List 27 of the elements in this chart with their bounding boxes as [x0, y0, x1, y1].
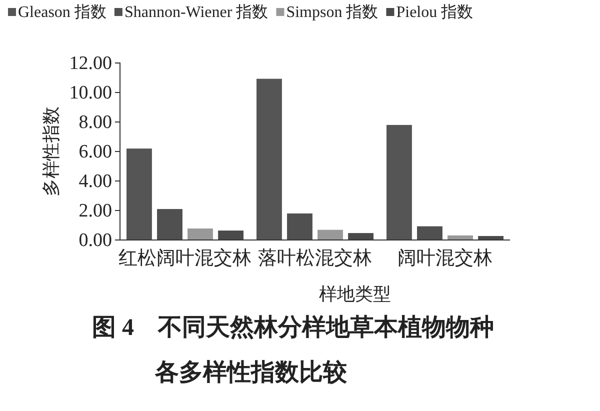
y-tick-label: 10.00 [69, 82, 112, 104]
legend-label: Gleason 指数 [18, 3, 106, 21]
text: 图 4 不同天然林分样地草本植物物种各多样性指数比较 [92, 314, 494, 386]
x-tick-label: 阔叶混交林 [398, 246, 492, 269]
bar [256, 78, 282, 240]
y-tick-label: 12.00 [69, 53, 112, 74]
y-tick-label: 4.00 [78, 171, 112, 192]
y-tick-label: 0.00 [78, 230, 112, 252]
legend-label: Shannon-Wiener 指数 [124, 3, 268, 21]
legend-label: Simpson 指数 [286, 3, 378, 21]
bar [386, 124, 412, 240]
bar [188, 228, 213, 240]
x-tick-label: 落叶松混交林 [258, 246, 372, 269]
bar [126, 148, 152, 240]
x-axis-title: 样地类型 [319, 284, 391, 304]
y-tick-label: 6.00 [78, 142, 112, 163]
legend-label: Pielou 指数 [396, 3, 474, 21]
bar [417, 226, 442, 240]
y-tick-label: 2.00 [78, 200, 112, 222]
y-tick-label: 8.00 [78, 112, 112, 134]
bar [287, 213, 312, 240]
bar [157, 209, 182, 240]
bar [348, 233, 374, 240]
bar [318, 230, 343, 240]
y-axis-title: 多样性指数 [41, 106, 61, 196]
bar [218, 230, 244, 240]
x-tick-label: 红松阔叶混交林 [118, 246, 252, 269]
